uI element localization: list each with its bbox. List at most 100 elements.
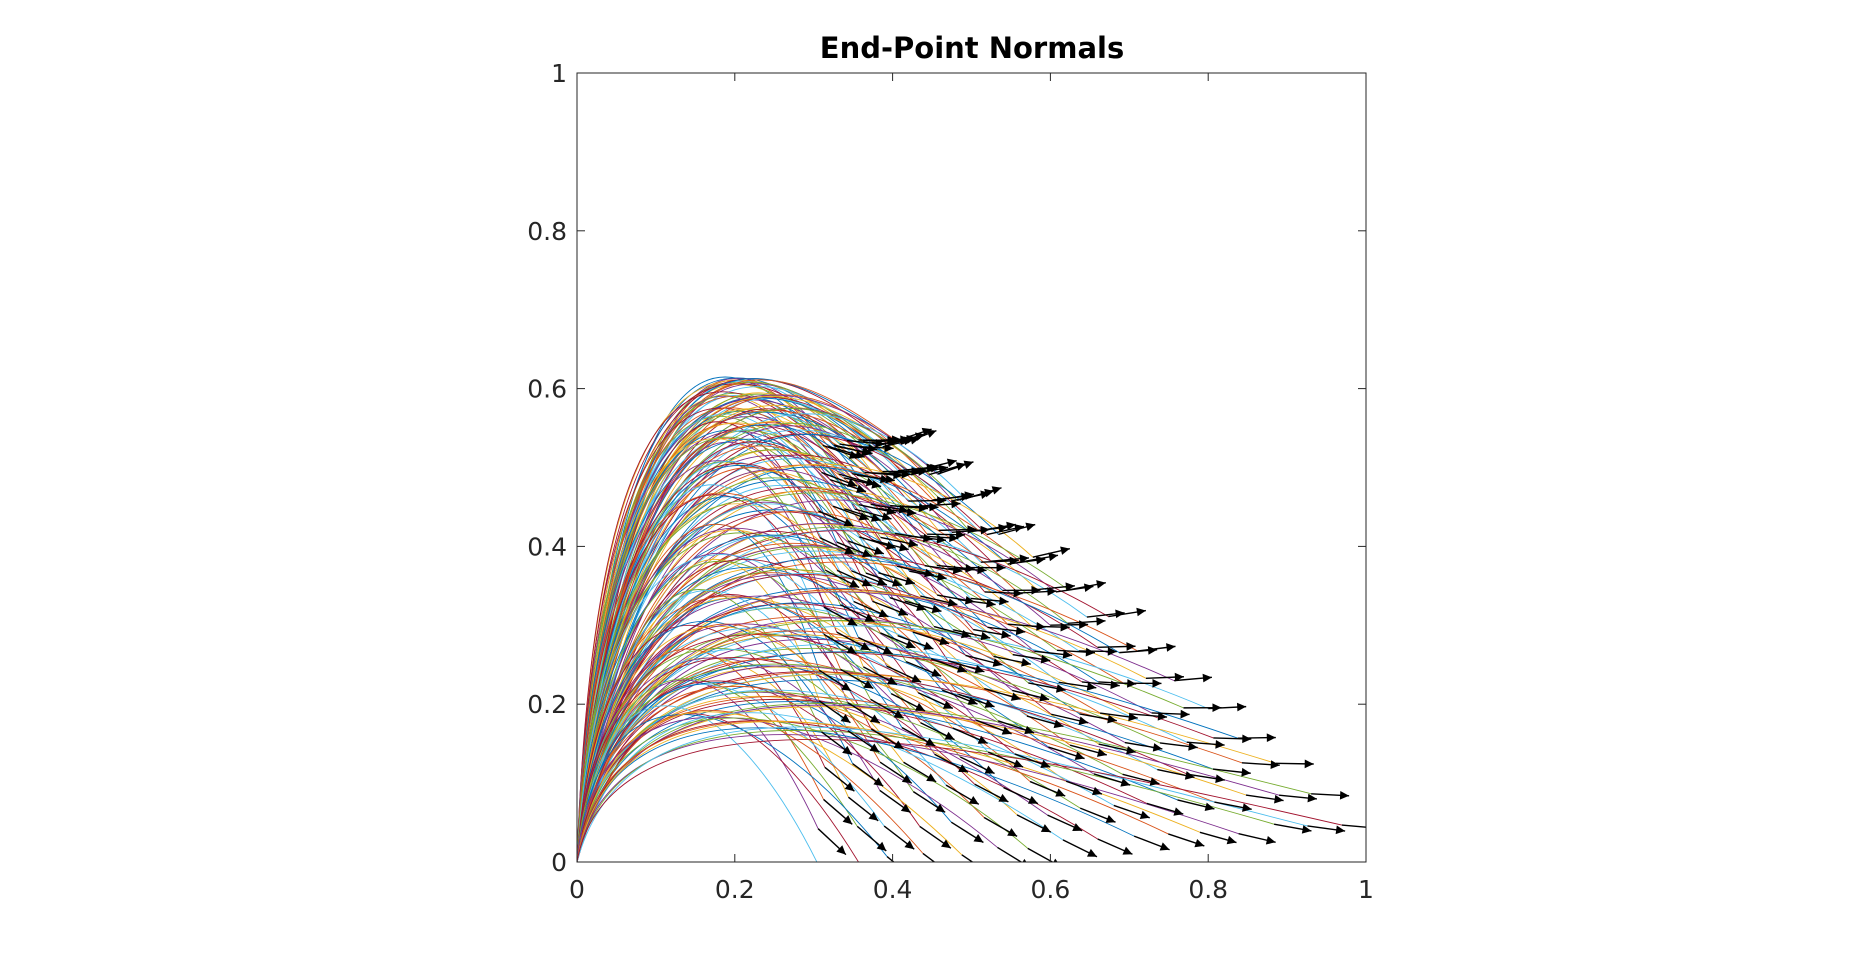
normal-arrow-head (1174, 672, 1184, 682)
normal-arrow-head (1019, 554, 1029, 564)
trajectory-curve (577, 714, 888, 862)
x-tick-label: 1 (1358, 875, 1374, 904)
normal-arrow-head (1122, 846, 1133, 855)
trajectory-curve (577, 711, 963, 862)
normal-arrow-head (998, 793, 1009, 802)
normal-arrow-head (876, 841, 887, 851)
trajectory-curve (577, 430, 873, 862)
curve-family (577, 376, 1342, 862)
trajectory-curve (577, 535, 932, 862)
normal-arrow-head (1335, 825, 1346, 835)
normal-arrow-head (1120, 778, 1131, 787)
trajectory-curve (577, 734, 1239, 862)
trajectory-curve (577, 716, 998, 862)
trajectory-curve (577, 634, 1015, 862)
normal-arrow-head (915, 702, 926, 711)
normal-arrow-head (844, 546, 855, 554)
normal-arrow-head (849, 579, 860, 588)
normal-arrow-head (871, 480, 882, 489)
normal-arrow-head (958, 764, 969, 773)
trajectory-curve (577, 671, 1243, 862)
normal-arrow-head (1166, 643, 1176, 652)
normal-arrow-head (847, 478, 857, 487)
normal-arrow-head (1194, 838, 1205, 848)
normal-arrow-head (861, 549, 872, 558)
normal-arrow-head (1092, 786, 1102, 796)
normal-arrow-head (893, 740, 904, 749)
normal-arrow-head (936, 534, 946, 544)
trajectory-curve (577, 683, 885, 862)
normal-arrow-head (863, 680, 874, 689)
trajectory-curve (577, 623, 881, 862)
normal-arrow-head (935, 803, 946, 813)
normal-arrow-head (867, 443, 878, 453)
normal-arrow-head (861, 578, 872, 587)
normal-arrow-head (1083, 583, 1094, 593)
trajectory-curve (577, 606, 1028, 862)
normal-arrow-head (1031, 585, 1041, 595)
normal-arrow-head (968, 796, 979, 805)
normal-arrow-head (986, 599, 996, 608)
trajectory-curve (577, 678, 858, 862)
trajectory-curve (577, 545, 1035, 862)
normal-arrow-shaft (886, 856, 895, 862)
normal-arrow-head (904, 840, 915, 850)
normal-arrow-head (842, 745, 852, 755)
normal-arrow-head (1202, 673, 1212, 683)
normal-arrow-head (980, 631, 991, 641)
normal-arrow-head (1226, 835, 1237, 845)
normal-arrow-head (900, 803, 911, 813)
normal-arrow-head (1270, 760, 1280, 769)
normal-arrow-head (1048, 552, 1059, 562)
trajectory-curve (577, 438, 838, 862)
trajectory-curve (577, 717, 1029, 862)
normal-arrow-head (1242, 803, 1252, 812)
normal-arrow-head (1180, 709, 1190, 719)
normal-arrow-head (942, 700, 953, 709)
normal-arrow-head (1025, 522, 1036, 532)
x-tick-label: 0.8 (1188, 875, 1228, 904)
normal-arrow-head (869, 714, 880, 723)
trajectory-curve (577, 554, 892, 862)
normal-arrow-head (1241, 767, 1251, 777)
normal-arrow-head (1015, 626, 1026, 636)
trajectory-curve (577, 625, 826, 862)
normal-arrow-head (936, 572, 947, 581)
normal-arrow-head (965, 564, 975, 573)
normal-arrow-head (876, 577, 887, 586)
normal-arrow-head (1157, 711, 1168, 721)
normal-arrow-head (1035, 555, 1046, 565)
normal-arrow-head (1060, 546, 1070, 555)
normal-arrow-head (1370, 823, 1379, 832)
y-tick-label: 1 (551, 59, 567, 88)
normal-arrow-head (911, 674, 922, 683)
normal-arrow-head (973, 834, 984, 843)
trajectory-curve (577, 616, 1101, 862)
trajectory-curve (577, 648, 947, 862)
normal-arrow-head (842, 815, 853, 825)
normal-arrow-head (878, 609, 889, 618)
trajectory-curve (577, 466, 1008, 862)
normal-arrows (817, 427, 1379, 876)
normal-arrow-head (1055, 788, 1066, 797)
normal-arrow-head (1053, 719, 1064, 729)
normal-arrow-head (847, 617, 858, 626)
normal-arrow-head (885, 474, 895, 484)
normal-arrow-head (881, 512, 892, 521)
normal-arrow-head (1152, 679, 1162, 688)
normal-arrow-head (1215, 774, 1225, 783)
normal-arrow-head (1078, 716, 1089, 726)
normal-arrow-head (943, 867, 953, 876)
chart-title: End-Point Normals (820, 31, 1124, 65)
normal-arrow-head (1301, 825, 1312, 834)
normal-arrow-head (1304, 759, 1314, 769)
trajectory-curve (577, 499, 935, 862)
normal-arrow-head (882, 646, 893, 654)
trajectory-curve (577, 671, 1188, 862)
normal-arrow-head (1086, 848, 1097, 857)
trajectory-curve (577, 534, 966, 862)
normal-arrow-head (918, 503, 928, 513)
normal-arrow-head (1074, 751, 1085, 760)
normal-arrow-head (947, 598, 958, 607)
normal-arrow-head (1149, 777, 1160, 786)
